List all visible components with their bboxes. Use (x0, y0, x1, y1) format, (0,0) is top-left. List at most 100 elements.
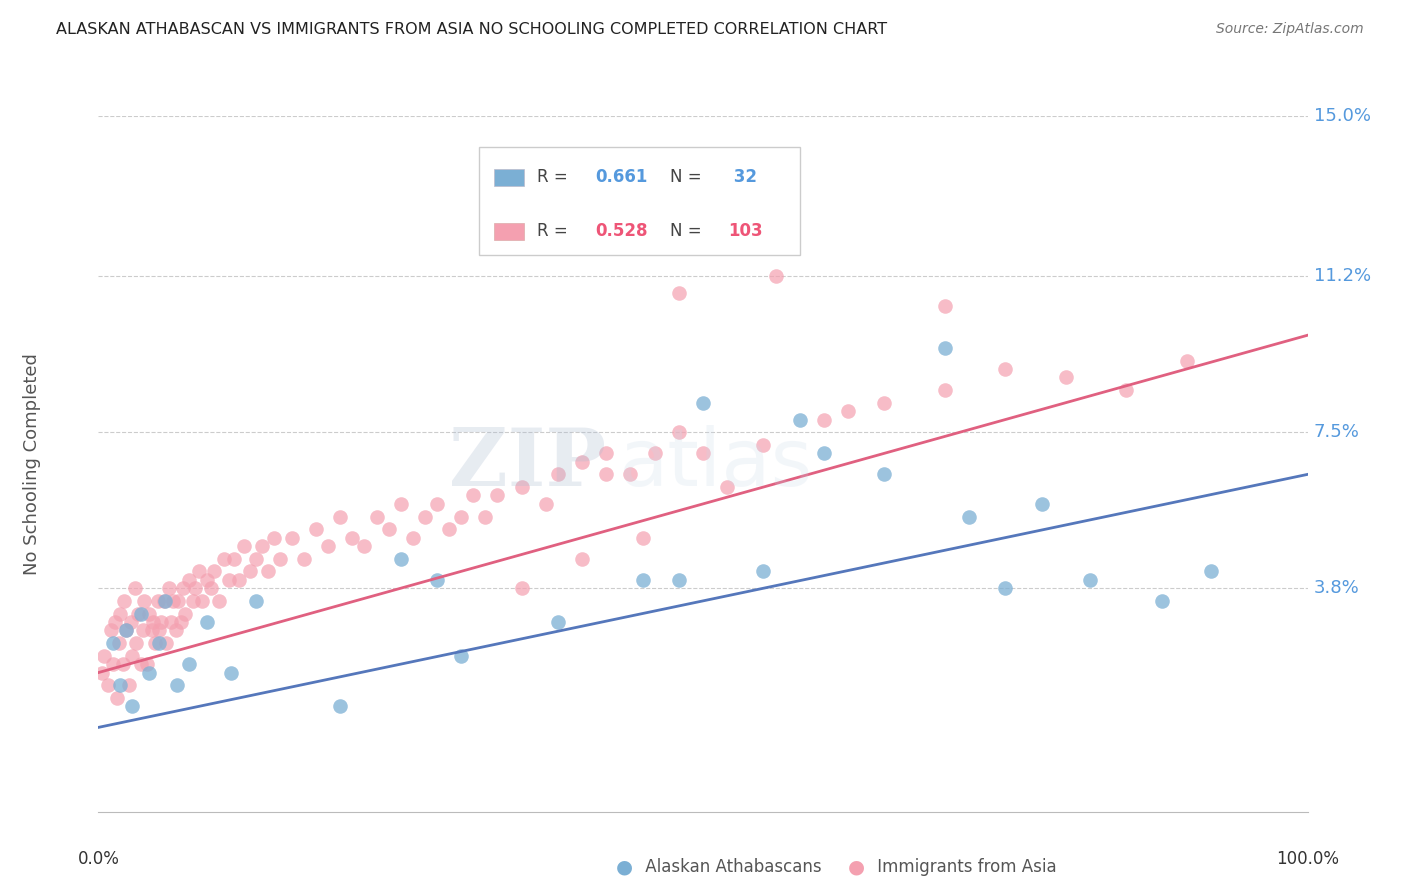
Point (232, 539, 254, 553)
Point (377, 522, 399, 536)
Point (169, 615, 191, 629)
Point (934, 383, 956, 397)
Point (125, 636, 148, 650)
Point (166, 678, 188, 692)
Point (263, 531, 285, 545)
Point (195, 573, 218, 587)
Point (160, 615, 183, 629)
Point (534, 497, 557, 511)
Point (668, 286, 690, 301)
Point (97, 678, 120, 692)
Text: N =: N = (671, 169, 707, 186)
Point (353, 539, 375, 553)
Point (155, 636, 177, 650)
Point (474, 509, 496, 524)
Point (124, 581, 146, 595)
Text: R =: R = (537, 169, 574, 186)
Point (316, 539, 339, 553)
Point (1078, 573, 1101, 587)
Point (450, 648, 472, 663)
Point (141, 624, 163, 638)
FancyBboxPatch shape (494, 169, 524, 186)
Text: 15.0%: 15.0% (1313, 107, 1371, 125)
Point (342, 531, 364, 545)
Point (184, 581, 207, 595)
Point (668, 573, 690, 587)
Point (121, 648, 143, 663)
Point (187, 565, 209, 579)
Point (789, 412, 811, 426)
Point (450, 509, 472, 524)
Point (873, 467, 896, 482)
Point (994, 362, 1017, 376)
Point (692, 395, 714, 409)
Text: 0.0%: 0.0% (77, 850, 120, 868)
Point (195, 615, 218, 629)
Point (873, 395, 896, 409)
Point (957, 509, 980, 524)
Point (100, 624, 122, 638)
Point (174, 607, 197, 621)
Point (138, 607, 160, 621)
Point (108, 636, 131, 650)
Point (120, 615, 142, 629)
Point (765, 269, 787, 284)
Point (167, 594, 190, 608)
Point (118, 678, 141, 692)
Point (91, 665, 114, 680)
Point (165, 624, 187, 638)
Point (221, 665, 243, 680)
Point (105, 690, 128, 705)
Text: 0.661: 0.661 (595, 169, 648, 186)
Point (305, 522, 328, 536)
Point (329, 509, 352, 524)
Point (402, 531, 425, 545)
Point (191, 594, 214, 608)
Point (111, 657, 134, 672)
Point (93, 648, 115, 663)
Text: Alaskan Athabascans: Alaskan Athabascans (640, 858, 821, 876)
Point (256, 565, 278, 579)
Point (269, 551, 291, 566)
Point (595, 446, 617, 460)
Point (245, 594, 267, 608)
Point (143, 636, 166, 650)
Point (200, 581, 222, 595)
Point (204, 565, 226, 579)
Point (1152, 594, 1174, 608)
Point (547, 615, 569, 629)
Point (101, 636, 124, 650)
Point (571, 551, 593, 566)
Point (329, 699, 352, 714)
Point (148, 636, 170, 650)
Point (157, 581, 180, 595)
Point (134, 594, 156, 608)
Point (132, 624, 155, 638)
Point (366, 509, 388, 524)
Point (108, 607, 131, 621)
Point (486, 488, 509, 502)
Point (426, 573, 449, 587)
Point (181, 594, 204, 608)
Point (1054, 370, 1077, 384)
Point (389, 497, 412, 511)
Point (595, 467, 617, 482)
Point (1115, 383, 1137, 397)
Point (208, 594, 231, 608)
Point (148, 624, 170, 638)
Point (631, 573, 654, 587)
Point (212, 551, 235, 566)
Point (222, 551, 245, 566)
Point (108, 678, 131, 692)
Text: N =: N = (671, 222, 707, 240)
Text: atlas: atlas (619, 425, 813, 503)
Text: Source: ZipAtlas.com: Source: ZipAtlas.com (1216, 22, 1364, 37)
Point (101, 657, 124, 672)
Point (934, 341, 956, 355)
Point (1175, 353, 1198, 368)
Point (813, 412, 835, 426)
Point (837, 404, 859, 418)
Point (631, 531, 654, 545)
Point (1031, 497, 1053, 511)
Point (152, 594, 174, 608)
